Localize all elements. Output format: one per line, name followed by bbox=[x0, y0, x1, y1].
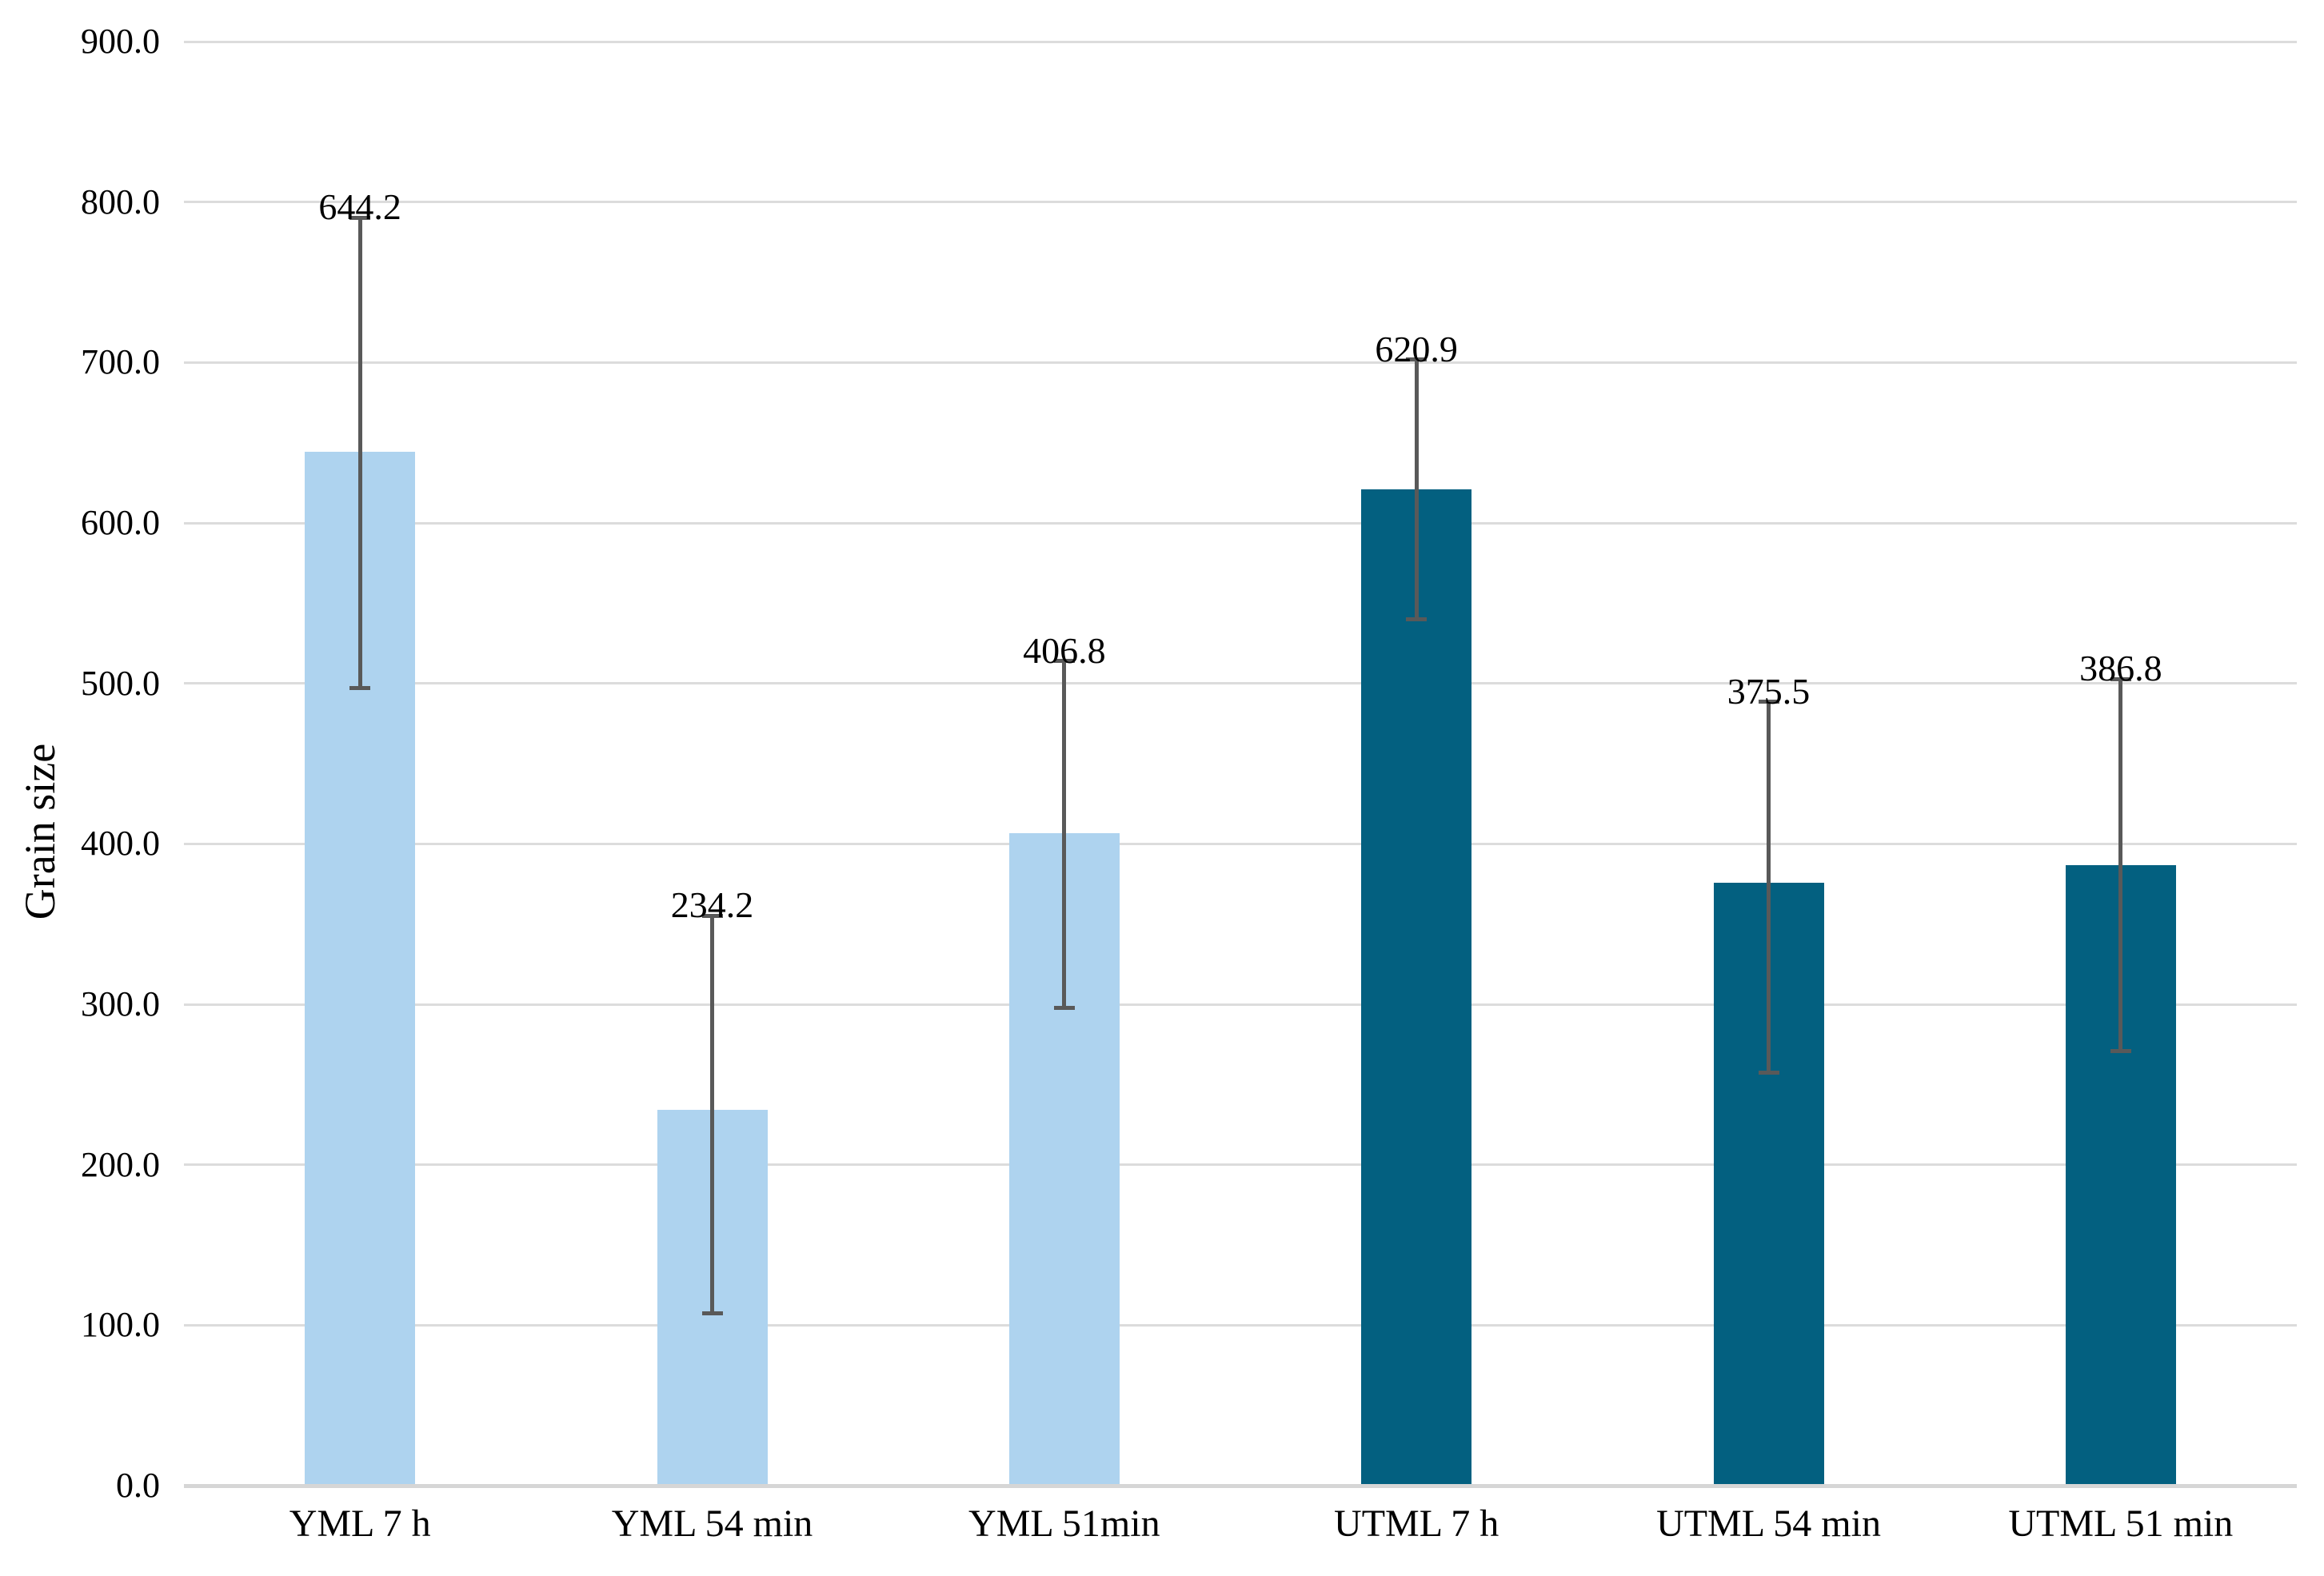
y-tick-label: 700.0 bbox=[81, 342, 160, 382]
gridline bbox=[184, 201, 2297, 204]
data-label: 234.2 bbox=[670, 884, 754, 926]
category-label: YML 7 h bbox=[289, 1502, 431, 1545]
gridline bbox=[184, 361, 2297, 364]
data-label: 406.8 bbox=[1023, 629, 1106, 671]
error-bar-bottom-cap bbox=[701, 1311, 723, 1316]
gridline bbox=[184, 842, 2297, 845]
x-axis-line bbox=[184, 1483, 2297, 1488]
error-bar-top-cap bbox=[1406, 357, 1428, 362]
category-label: UTML 51 min bbox=[2008, 1502, 2234, 1545]
error-bar bbox=[357, 217, 362, 688]
error-bar bbox=[1414, 359, 1419, 620]
category-label: UTML 7 h bbox=[1334, 1502, 1499, 1545]
error-bar-top-cap bbox=[349, 215, 371, 220]
gridline bbox=[184, 521, 2297, 525]
category-label: UTML 54 min bbox=[1656, 1502, 1881, 1545]
y-tick-label: 500.0 bbox=[81, 663, 160, 703]
gridline bbox=[184, 1003, 2297, 1006]
error-bar-top-cap bbox=[2110, 676, 2131, 681]
error-bar-bottom-cap bbox=[1758, 1070, 1779, 1075]
y-tick-label: 900.0 bbox=[81, 22, 160, 61]
gridline bbox=[184, 1163, 2297, 1167]
gridline bbox=[184, 682, 2297, 685]
data-label: 386.8 bbox=[2079, 648, 2162, 689]
error-bar bbox=[710, 916, 714, 1314]
y-tick-label: 200.0 bbox=[81, 1144, 160, 1184]
error-bar bbox=[1767, 701, 1771, 1073]
error-bar-top-cap bbox=[1053, 659, 1075, 664]
data-label: 644.2 bbox=[318, 186, 401, 228]
y-tick-label: 600.0 bbox=[81, 503, 160, 542]
y-tick-label: 100.0 bbox=[81, 1305, 160, 1345]
error-bar-bottom-cap bbox=[1053, 1005, 1075, 1010]
gridline bbox=[184, 40, 2297, 43]
error-bar-bottom-cap bbox=[1406, 617, 1428, 622]
error-bar-bottom-cap bbox=[349, 685, 371, 690]
category-label: YML 51min bbox=[968, 1502, 1160, 1545]
y-tick-label: 300.0 bbox=[81, 984, 160, 1023]
error-bar bbox=[2118, 679, 2123, 1051]
category-label: YML 54 min bbox=[611, 1502, 813, 1545]
error-bar-bottom-cap bbox=[2110, 1049, 2131, 1054]
data-label: 375.5 bbox=[1727, 670, 1811, 712]
data-label: 620.9 bbox=[1375, 328, 1458, 369]
y-tick-label: 800.0 bbox=[81, 182, 160, 221]
gridline bbox=[184, 1323, 2297, 1327]
error-bar-top-cap bbox=[701, 913, 723, 918]
y-tick-label: 400.0 bbox=[81, 824, 160, 864]
error-bar bbox=[1062, 660, 1067, 1008]
y-tick-label: 0.0 bbox=[116, 1466, 160, 1505]
error-bar-top-cap bbox=[1758, 700, 1779, 704]
bar bbox=[1361, 489, 1472, 1486]
